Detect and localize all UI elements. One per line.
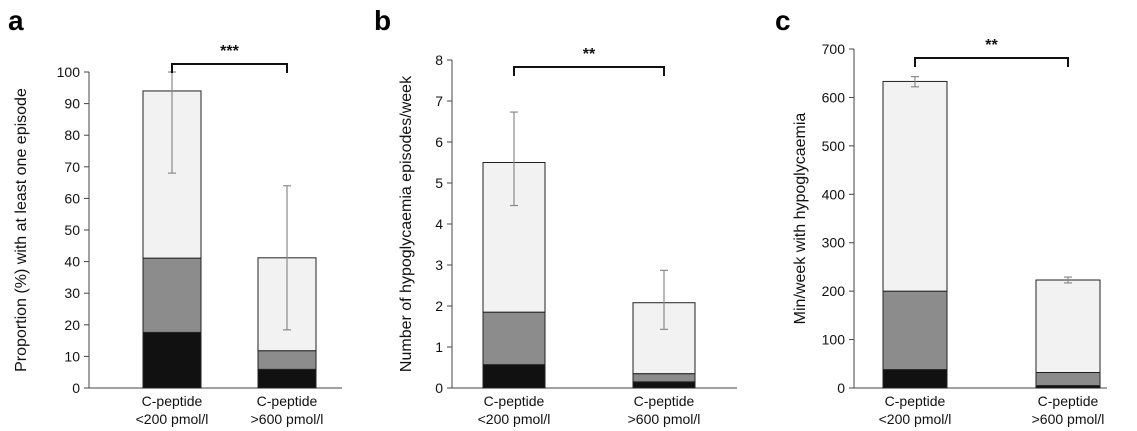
- y-tick-label: 2: [435, 298, 443, 314]
- y-tick-label: 10: [64, 348, 80, 364]
- y-tick-label: 0: [435, 380, 443, 396]
- significance-label: ***: [220, 43, 239, 60]
- bar-segment: [882, 369, 948, 389]
- y-axis-label: Number of hypoglycaemia episodes/week: [398, 75, 415, 372]
- y-tick-label: 50: [64, 222, 80, 238]
- category-label: <200 pmol/l: [136, 411, 209, 427]
- y-tick-label: 1: [435, 339, 443, 355]
- category-label: >600 pmol/l: [251, 411, 324, 427]
- panel-c: c 0 100 200 300 400 500 600 700 Min/week with hyp…: [775, 5, 1107, 427]
- y-tick-label: 70: [64, 159, 80, 175]
- y-tick-label: 8: [435, 52, 443, 68]
- bar-segment: [1035, 279, 1101, 374]
- bar-segment: [882, 290, 948, 371]
- y-tick-label: 6: [435, 134, 443, 150]
- category-label: C-peptide: [1038, 393, 1099, 409]
- y-tick-label: 400: [822, 186, 846, 202]
- panel-a: a 0 10 20 30 40 50 60 70 80 90 100 Proportion (%) wi…: [8, 5, 342, 427]
- y-axis-label: Min/week with hypoglycaemia: [792, 113, 809, 325]
- y-tick-label: 500: [822, 138, 846, 154]
- y-tick-label: 40: [64, 254, 80, 270]
- category-label: <200 pmol/l: [879, 411, 952, 427]
- bar-segment: [257, 350, 317, 370]
- y-tick-label: 30: [64, 285, 80, 301]
- category-label: C-peptide: [885, 393, 946, 409]
- y-tick-label: 200: [822, 283, 846, 299]
- y-tick-label: 90: [64, 96, 80, 112]
- y-tick-label: 4: [435, 216, 443, 232]
- y-tick-label: 0: [837, 380, 845, 396]
- bar-segment: [1035, 372, 1101, 387]
- bar-segment: [632, 381, 696, 389]
- y-tick-label: 5: [435, 175, 443, 191]
- y-tick-label: 80: [64, 127, 80, 143]
- y-tick-label: 20: [64, 317, 80, 333]
- y-tick-label: 100: [822, 332, 846, 348]
- y-tick-label: 0: [72, 380, 80, 396]
- bar-segment: [482, 364, 546, 389]
- y-tick-label: 700: [822, 41, 846, 57]
- y-tick-label: 300: [822, 235, 846, 251]
- y-tick-label: 3: [435, 257, 443, 273]
- panel-letter: c: [775, 5, 791, 36]
- y-tick-label: 60: [64, 190, 80, 206]
- category-label: C-peptide: [257, 393, 318, 409]
- y-tick-label: 7: [435, 93, 443, 109]
- bar-segment: [482, 311, 546, 366]
- panel-letter: a: [8, 5, 24, 36]
- bar-segment: [142, 331, 202, 389]
- category-label: C-peptide: [484, 393, 545, 409]
- category-label: >600 pmol/l: [628, 411, 701, 427]
- category-label: <200 pmol/l: [478, 411, 551, 427]
- panel-b: b 0 1 2 3 4 5 6 7 8 Number of hypoglycaemia episod…: [374, 5, 737, 427]
- category-label: >600 pmol/l: [1032, 411, 1105, 427]
- category-label: C-peptide: [634, 393, 695, 409]
- bar-segment: [142, 257, 202, 333]
- significance-bracket: [914, 57, 1069, 67]
- bar-segment: [632, 373, 696, 383]
- bar-segment: [882, 80, 948, 292]
- significance-bracket: [513, 66, 665, 76]
- bar-segment: [257, 368, 317, 389]
- significance-bracket: [171, 63, 288, 73]
- y-tick-label: 600: [822, 89, 846, 105]
- significance-label: **: [583, 46, 596, 63]
- category-label: C-peptide: [142, 393, 203, 409]
- panel-letter: b: [374, 5, 391, 36]
- y-axis-label: Proportion (%) with at least one episode: [13, 88, 30, 372]
- y-tick-label: 100: [57, 64, 81, 80]
- significance-label: **: [985, 37, 998, 54]
